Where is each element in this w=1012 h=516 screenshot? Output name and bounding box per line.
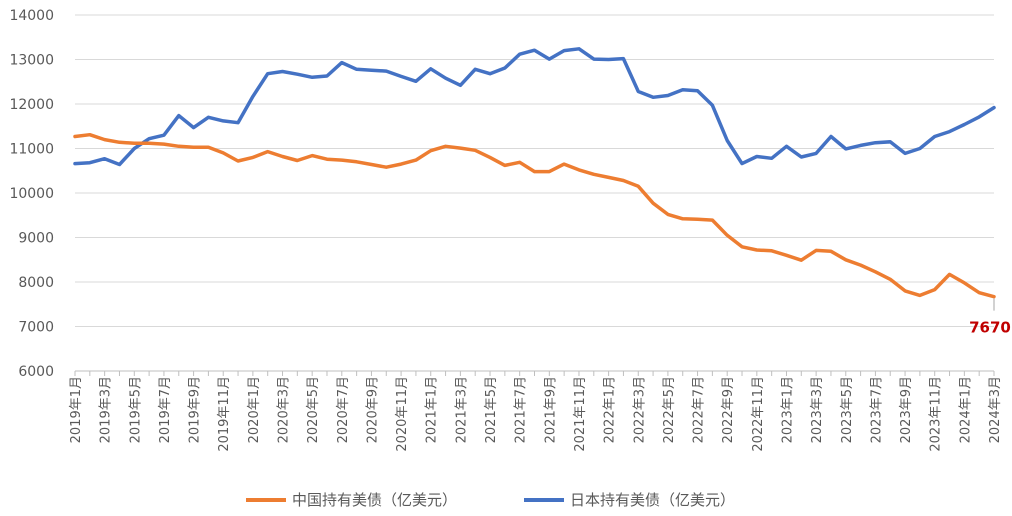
x-tick-label: 2019年7月 (158, 376, 173, 443)
legend-swatch-japan (524, 497, 564, 502)
annotation-label: 7670 (969, 319, 1011, 337)
x-tick-label: 2020年5月 (306, 376, 321, 443)
y-tick-label: 9000 (18, 231, 54, 247)
x-tick-label: 2020年7月 (336, 376, 351, 443)
y-tick-label: 13000 (9, 53, 54, 69)
legend-label-japan: 日本持有美债（亿美元） (570, 491, 736, 509)
x-tick-label: 2023年11月 (929, 376, 944, 452)
x-tick-label: 2021年11月 (573, 376, 588, 452)
x-tick-label: 2022年1月 (603, 376, 618, 443)
x-tick-label: 2020年1月 (247, 376, 262, 443)
x-tick-label: 2021年3月 (454, 376, 469, 443)
legend-swatch-china (246, 497, 286, 502)
x-tick-label: 2024年1月 (958, 376, 973, 443)
y-tick-label: 7000 (18, 320, 54, 336)
y-tick-label: 12000 (9, 97, 54, 113)
y-tick-label: 6000 (18, 364, 54, 380)
x-tick-label: 2021年9月 (543, 376, 558, 443)
x-tick-label: 2023年5月 (840, 376, 855, 443)
x-tick-label: 2024年3月 (988, 376, 1003, 443)
x-tick-label: 2023年1月 (780, 376, 795, 443)
x-tick-label: 2019年5月 (128, 376, 143, 443)
y-tick-label: 8000 (18, 275, 54, 291)
x-tick-label: 2019年11月 (217, 376, 232, 452)
y-tick-label: 11000 (9, 142, 54, 158)
x-tick-label: 2021年1月 (425, 376, 440, 443)
x-tick-label: 2019年1月 (69, 376, 84, 443)
series-line-japan (73, 47, 996, 167)
legend-item-japan: 日本持有美债（亿美元） (524, 489, 735, 510)
legend-label-china: 中国持有美债（亿美元） (292, 491, 458, 509)
y-tick-label: 14000 (9, 8, 54, 24)
x-tick-label: 2022年7月 (692, 376, 707, 443)
y-axis-tick-labels: 6000 7000 8000 9000 10000 11000 12000 13000 1400… (9, 8, 54, 380)
x-tick-label: 2023年7月 (869, 376, 884, 443)
line-chart: 6000 7000 8000 9000 10000 11000 12000 13000 1400… (9, 8, 1011, 452)
x-tick-label: 2023年3月 (810, 376, 825, 443)
x-tick-label: 2021年7月 (514, 376, 529, 443)
x-tick-label: 2022年5月 (662, 376, 677, 443)
x-tick-label: 2022年9月 (721, 376, 736, 443)
x-tick-label: 2019年3月 (99, 376, 114, 443)
x-tick-label: 2020年11月 (395, 376, 410, 452)
x-tick-label: 2022年11月 (751, 376, 766, 452)
series-line-china (73, 132, 996, 299)
y-tick-label: 10000 (9, 186, 54, 202)
legend-item-china: 中国持有美债（亿美元） (246, 489, 457, 510)
legend: 中国持有美债（亿美元） 日本持有美债（亿美元） (0, 489, 1012, 513)
x-tick-label: 2020年9月 (365, 376, 380, 443)
x-tick-label: 2020年3月 (277, 376, 292, 443)
x-tick-label: 2019年9月 (188, 376, 203, 443)
x-axis: 2019年1月 2019年3月 2019年5月 2019年7月 2019年9月 2019年… (69, 370, 1003, 452)
x-tick-label: 2021年5月 (484, 376, 499, 443)
annotation: 7670 (969, 298, 1011, 337)
x-tick-label: 2023年9月 (899, 376, 914, 443)
x-tick-label: 2022年3月 (632, 376, 647, 443)
gridlines (75, 14, 994, 372)
series-lines (73, 47, 996, 299)
